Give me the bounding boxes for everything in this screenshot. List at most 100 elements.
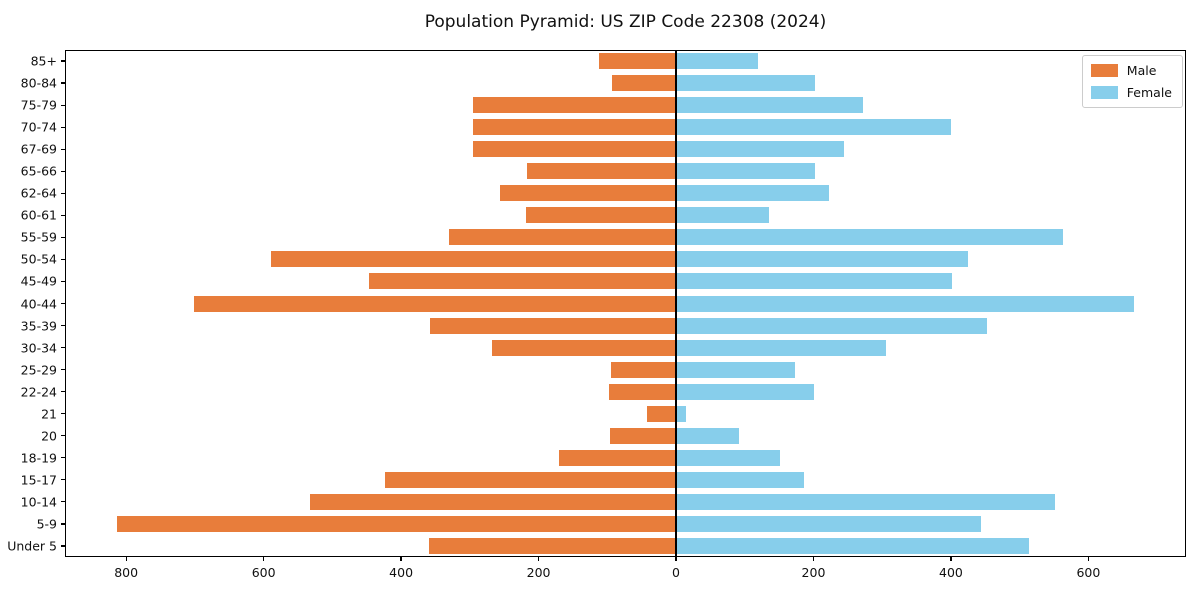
female-bar-10-14 — [676, 493, 1055, 510]
y-tick-label: 70-74 — [20, 119, 57, 135]
y-tick-label: 67-69 — [20, 141, 57, 157]
y-tick-label: 80-84 — [20, 75, 57, 91]
female-bar-75-79 — [676, 97, 863, 114]
male-bar-under-5 — [428, 537, 676, 554]
female-bar-5-9 — [676, 515, 982, 532]
female-bar-55-59 — [676, 229, 1063, 246]
female-bar-30-34 — [676, 339, 887, 356]
y-tick-label: 20 — [41, 428, 57, 444]
legend-entry-female: Female — [1090, 85, 1172, 100]
female-bar-20 — [676, 427, 739, 444]
y-tick-mark — [61, 324, 65, 327]
y-tick-mark — [61, 391, 65, 393]
female-bar-21 — [676, 405, 686, 422]
male-bar-85+ — [599, 53, 676, 70]
y-tick-label: 10-14 — [20, 494, 57, 510]
y-tick-mark — [61, 148, 65, 150]
x-tick-label: 800 — [114, 565, 139, 580]
y-tick-label: 15-17 — [20, 472, 57, 488]
y-tick-label: 60-61 — [20, 207, 57, 223]
y-tick-label: 50-54 — [20, 251, 57, 267]
x-tick-label: 200 — [801, 565, 826, 580]
y-tick-mark — [61, 523, 65, 525]
male-bar-65-66 — [526, 163, 676, 180]
male-bar-15-17 — [385, 471, 676, 488]
y-tick-mark — [61, 280, 65, 283]
y-tick-label: 22-24 — [20, 384, 57, 400]
legend-label-female: Female — [1126, 85, 1172, 100]
female-bar-60-61 — [676, 207, 770, 224]
y-tick-mark — [61, 82, 65, 84]
female-bar-35-39 — [676, 317, 988, 334]
female-bar-85+ — [676, 53, 759, 70]
female-color-swatch — [1090, 86, 1118, 99]
x-tick-mark — [950, 557, 952, 561]
y-tick-label: 5-9 — [36, 516, 57, 532]
y-tick-mark — [61, 214, 65, 216]
male-bar-35-39 — [429, 317, 676, 334]
y-tick-mark — [61, 60, 65, 62]
female-bar-15-17 — [676, 471, 804, 488]
male-bar-22-24 — [608, 383, 676, 400]
y-tick-mark — [61, 435, 65, 437]
female-bar-under-5 — [676, 537, 1030, 554]
y-tick-mark — [61, 413, 65, 415]
female-bar-67-69 — [676, 141, 845, 158]
female-bar-45-49 — [676, 273, 953, 290]
male-bar-55-59 — [448, 229, 676, 246]
x-tick-mark — [125, 557, 127, 561]
x-tick-label: 200 — [526, 565, 551, 580]
y-tick-label: 18-19 — [20, 450, 57, 466]
male-bar-20 — [610, 427, 676, 444]
y-tick-label: 55-59 — [20, 229, 57, 245]
x-tick-label: 400 — [939, 565, 963, 580]
y-tick-mark — [61, 545, 65, 547]
male-bar-67-69 — [473, 141, 676, 158]
male-bar-60-61 — [526, 207, 676, 224]
y-tick-mark — [61, 501, 65, 503]
male-bar-62-64 — [500, 185, 676, 202]
x-tick-mark — [675, 557, 677, 561]
legend-entry-male: Male — [1090, 63, 1172, 78]
male-bar-5-9 — [116, 515, 677, 532]
y-tick-label: 65-66 — [20, 163, 57, 179]
y-tick-mark — [61, 479, 65, 481]
legend-label-male: Male — [1126, 63, 1157, 78]
x-tick-label: 600 — [251, 565, 276, 580]
chart-title: Population Pyramid: US ZIP Code 22308 (2… — [424, 12, 827, 32]
y-tick-label: 21 — [41, 406, 57, 422]
x-tick-mark — [812, 557, 815, 561]
female-bar-18-19 — [676, 449, 781, 466]
male-bar-40-44 — [194, 295, 676, 312]
male-bar-21 — [647, 405, 676, 422]
male-color-swatch — [1090, 64, 1118, 77]
female-bar-80-84 — [676, 75, 815, 92]
male-bar-10-14 — [309, 493, 676, 510]
x-tick-mark — [537, 557, 540, 561]
y-tick-label: 45-49 — [20, 273, 57, 289]
male-bar-70-74 — [473, 119, 676, 136]
y-tick-label: 25-29 — [20, 362, 57, 378]
y-tick-label: 85+ — [30, 53, 57, 69]
female-bar-50-54 — [676, 251, 969, 268]
y-tick-label: 75-79 — [20, 97, 57, 113]
y-tick-mark — [61, 104, 65, 106]
x-tick-mark — [400, 557, 402, 561]
y-tick-mark — [61, 126, 65, 128]
male-bar-80-84 — [612, 75, 676, 92]
male-bar-30-34 — [491, 339, 676, 356]
x-tick-label: 0 — [672, 565, 680, 580]
y-tick-label: 35-39 — [20, 318, 57, 334]
female-bar-62-64 — [676, 185, 830, 202]
y-tick-label: 40-44 — [20, 296, 57, 311]
y-tick-mark — [61, 457, 65, 459]
male-bar-45-49 — [369, 273, 676, 290]
male-bar-25-29 — [611, 361, 676, 378]
y-tick-mark — [61, 192, 65, 194]
x-tick-label: 400 — [389, 565, 414, 580]
female-bar-25-29 — [676, 361, 795, 378]
y-tick-mark — [61, 236, 65, 238]
y-tick-label: Under 5 — [7, 538, 57, 554]
y-tick-mark — [61, 302, 65, 305]
y-tick-mark — [61, 170, 65, 172]
